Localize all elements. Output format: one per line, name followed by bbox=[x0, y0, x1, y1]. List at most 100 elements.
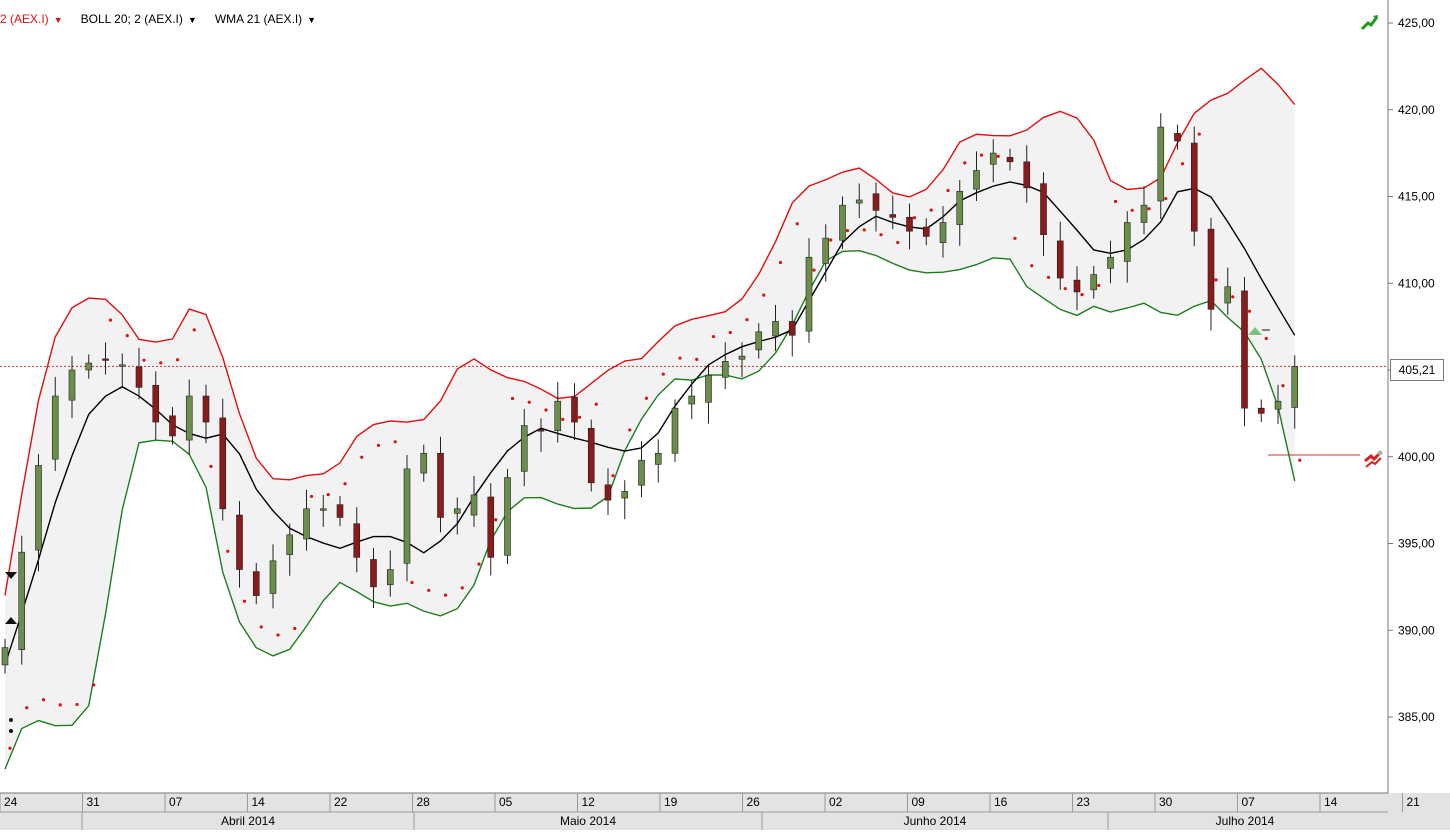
candle[interactable] bbox=[1090, 265, 1098, 299]
price-tick-label: 400,00 bbox=[1398, 450, 1435, 464]
candle[interactable] bbox=[537, 418, 545, 452]
candle[interactable] bbox=[437, 436, 444, 533]
price-tick-label: 395,00 bbox=[1398, 537, 1435, 551]
candle[interactable] bbox=[269, 544, 277, 609]
candle[interactable] bbox=[1073, 266, 1081, 310]
candle[interactable] bbox=[35, 454, 42, 572]
candle[interactable] bbox=[185, 379, 193, 456]
candle[interactable] bbox=[772, 304, 779, 351]
candle[interactable] bbox=[654, 439, 662, 483]
candle[interactable] bbox=[1006, 148, 1014, 171]
sar-dot bbox=[611, 474, 615, 478]
candle[interactable] bbox=[202, 384, 210, 444]
candle[interactable] bbox=[353, 507, 361, 573]
candle[interactable] bbox=[85, 354, 93, 379]
candle[interactable] bbox=[906, 203, 913, 250]
candle[interactable] bbox=[571, 383, 578, 441]
candle[interactable] bbox=[169, 407, 176, 445]
candle[interactable] bbox=[68, 356, 76, 419]
candle[interactable] bbox=[1241, 277, 1248, 427]
candle[interactable] bbox=[805, 238, 813, 343]
candle[interactable] bbox=[219, 398, 227, 521]
candle[interactable] bbox=[1023, 145, 1031, 203]
candle[interactable] bbox=[1107, 240, 1114, 284]
candle[interactable] bbox=[1056, 221, 1064, 290]
candle[interactable] bbox=[236, 501, 243, 588]
candle[interactable] bbox=[973, 151, 980, 202]
sar-dot bbox=[477, 562, 481, 566]
candle[interactable] bbox=[956, 180, 964, 246]
candle[interactable] bbox=[889, 195, 897, 230]
candle[interactable] bbox=[118, 353, 126, 388]
candle[interactable] bbox=[1040, 172, 1047, 256]
candle[interactable] bbox=[1257, 399, 1265, 423]
sar-dot bbox=[460, 586, 464, 590]
candle[interactable] bbox=[135, 347, 143, 400]
candle[interactable] bbox=[989, 139, 997, 183]
legend-boll[interactable]: BOLL 20; 2 (AEX.I) ▼ bbox=[81, 12, 197, 26]
sar-dot bbox=[711, 334, 716, 339]
dropdown-arrow-icon[interactable]: ▼ bbox=[187, 15, 197, 25]
candle[interactable] bbox=[370, 548, 377, 609]
trend-up-icon[interactable] bbox=[1360, 12, 1380, 32]
candle[interactable] bbox=[1224, 267, 1232, 315]
candle[interactable] bbox=[939, 206, 947, 258]
candle[interactable] bbox=[18, 535, 26, 665]
candle[interactable] bbox=[1, 638, 9, 674]
candle[interactable] bbox=[688, 379, 696, 419]
candle[interactable] bbox=[1174, 124, 1181, 150]
candle[interactable] bbox=[638, 441, 645, 498]
candle[interactable] bbox=[604, 468, 612, 516]
candle[interactable] bbox=[504, 468, 511, 564]
candle[interactable] bbox=[855, 183, 863, 219]
candle[interactable] bbox=[922, 218, 930, 246]
candle[interactable] bbox=[403, 455, 411, 582]
candle[interactable] bbox=[1140, 186, 1148, 235]
candle[interactable] bbox=[252, 562, 260, 605]
legend-boll-label: BOLL 20; 2 (AEX.I) bbox=[80, 12, 183, 26]
candle[interactable] bbox=[1274, 384, 1282, 425]
dropdown-arrow-icon[interactable]: ▼ bbox=[307, 15, 317, 25]
candle[interactable] bbox=[839, 196, 846, 249]
candle[interactable] bbox=[420, 444, 428, 482]
candle[interactable] bbox=[319, 494, 327, 527]
candle[interactable] bbox=[487, 483, 495, 576]
candle[interactable] bbox=[453, 497, 461, 535]
candle[interactable] bbox=[51, 376, 59, 471]
candle[interactable] bbox=[788, 310, 796, 357]
candle[interactable] bbox=[1190, 126, 1198, 247]
candle[interactable] bbox=[554, 382, 562, 443]
candle[interactable] bbox=[587, 419, 595, 492]
legend-wma[interactable]: WMA 21 (AEX.I) ▼ bbox=[215, 12, 316, 26]
candle[interactable] bbox=[286, 523, 294, 576]
candle[interactable] bbox=[872, 182, 880, 232]
candle[interactable] bbox=[152, 371, 160, 441]
legend-sar[interactable]: 2 (AEX.I) ▼ bbox=[0, 12, 63, 26]
candle[interactable] bbox=[705, 363, 712, 424]
candle[interactable] bbox=[336, 495, 344, 527]
candle[interactable] bbox=[621, 480, 629, 520]
date-tick-label: 22 bbox=[334, 795, 348, 809]
candles[interactable] bbox=[1, 113, 1299, 674]
candle[interactable] bbox=[1291, 355, 1299, 429]
candle[interactable] bbox=[755, 323, 763, 359]
candle[interactable] bbox=[102, 342, 109, 375]
candle[interactable] bbox=[386, 550, 394, 597]
dropdown-arrow-icon[interactable]: ▼ bbox=[53, 15, 63, 25]
alert-icon[interactable] bbox=[1362, 448, 1384, 470]
candle[interactable] bbox=[721, 342, 729, 390]
candle[interactable] bbox=[1207, 217, 1215, 331]
candle[interactable] bbox=[1123, 211, 1131, 283]
candle[interactable] bbox=[738, 342, 746, 378]
candle[interactable] bbox=[303, 489, 310, 551]
candle[interactable] bbox=[822, 224, 830, 282]
sar-dot bbox=[427, 588, 431, 592]
candle[interactable] bbox=[671, 399, 679, 462]
date-tick-label: 24 bbox=[4, 795, 18, 809]
candle[interactable] bbox=[520, 409, 528, 487]
date-tick-label: 07 bbox=[169, 795, 183, 809]
candle[interactable] bbox=[1157, 113, 1165, 220]
candle[interactable] bbox=[470, 475, 478, 527]
